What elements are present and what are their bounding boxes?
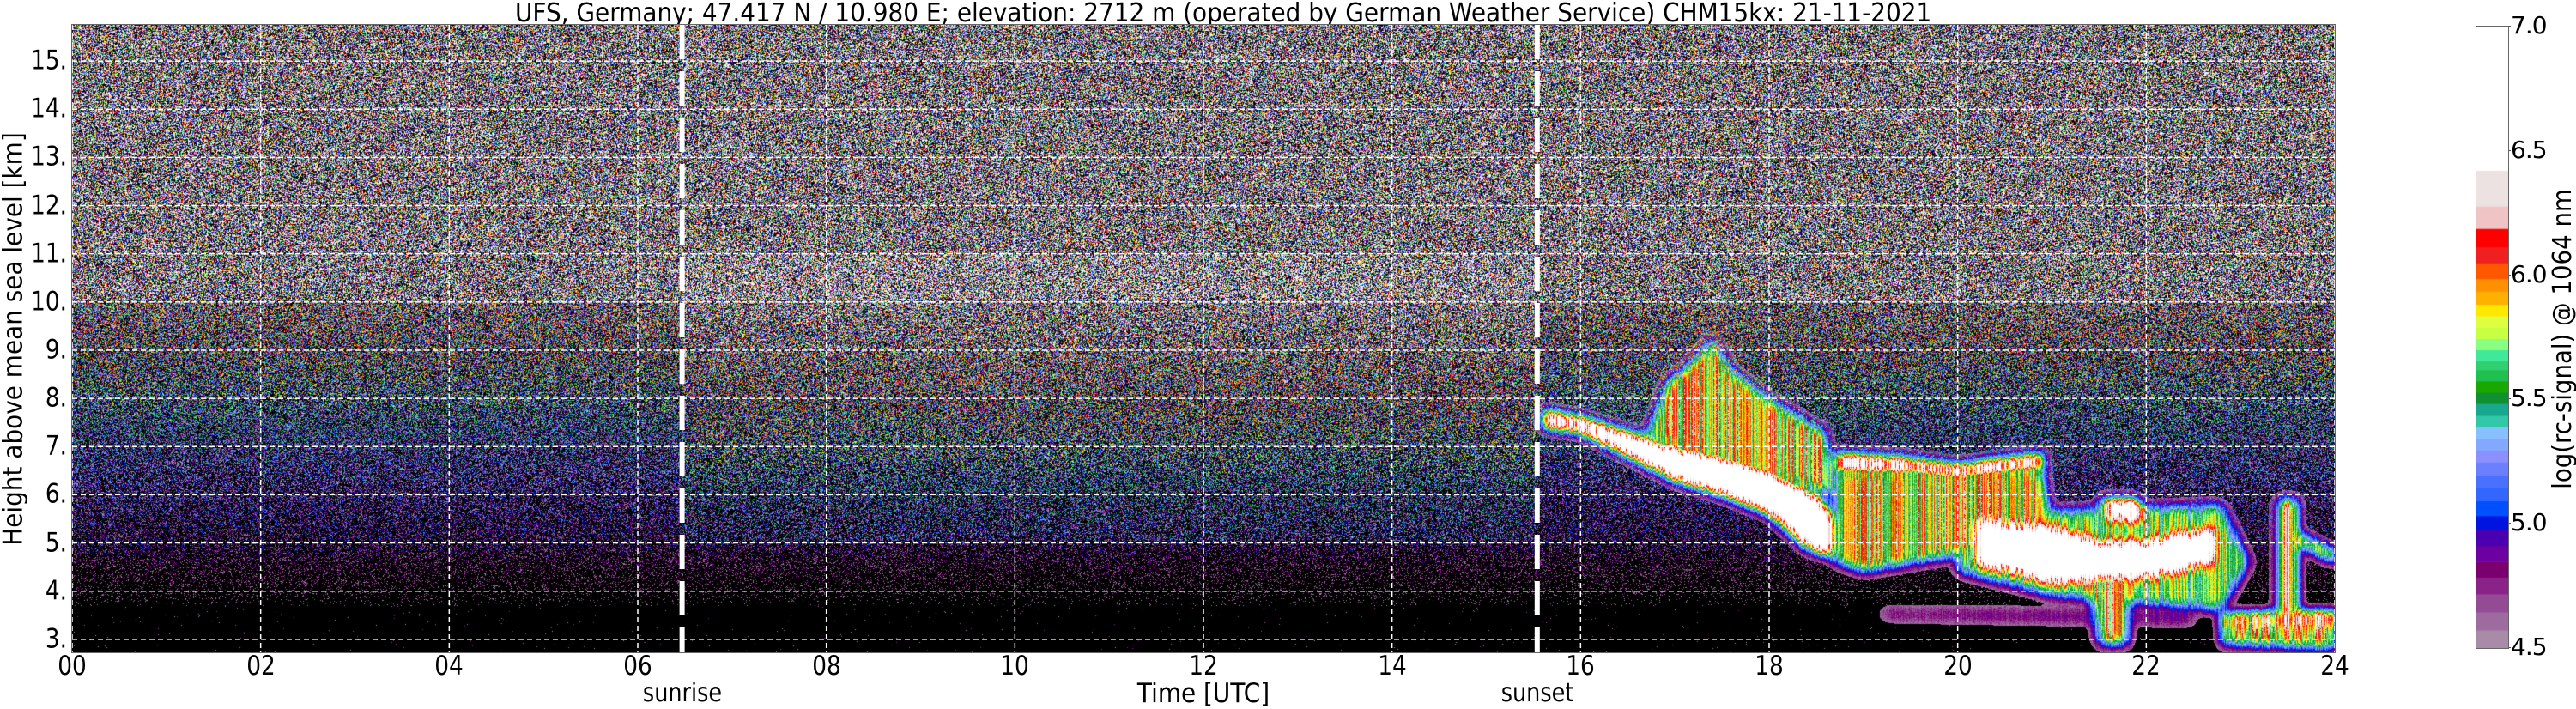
colorbar-tick-mark [2507, 523, 2511, 524]
y-tick-label: 4. [45, 575, 67, 607]
y-tick-label: 3. [45, 623, 67, 655]
y-tick-label: 8. [45, 382, 67, 414]
x-tick-label: 04 [434, 651, 464, 682]
x-tick-label: 00 [58, 651, 87, 682]
x-tick-label: 12 [1189, 651, 1218, 682]
x-tick-label: 10 [1000, 651, 1030, 682]
x-tick-label: 16 [1566, 651, 1596, 682]
y-tick-label: 5. [45, 527, 67, 559]
y-tick-label: 12. [31, 190, 67, 221]
x-tick-label: 14 [1377, 651, 1407, 682]
colorbar-tick-mark [2507, 26, 2511, 27]
y-axis-label: Height above mean sea level [km] [0, 132, 29, 546]
colorbar-tick-mark [2507, 149, 2511, 151]
colorbar-tick-label: 5.5 [2511, 384, 2548, 413]
y-tick-label: 6. [45, 478, 67, 510]
y-tick-label: 13. [31, 141, 67, 173]
x-tick-label: 18 [1755, 651, 1784, 682]
colorbar-tick-label: 6.0 [2511, 259, 2548, 288]
colorbar-gradient [2476, 27, 2508, 648]
y-tick-label: 10. [31, 286, 67, 318]
y-tick-label: 9. [45, 334, 67, 366]
plot-area [72, 25, 2335, 652]
x-tick-label: 08 [811, 651, 841, 682]
chart-title: UFS, Germany; 47.417 N / 10.980 E; eleva… [515, 0, 1932, 28]
x-tick-label: 22 [2131, 651, 2161, 682]
colorbar-tick-label: 6.5 [2511, 135, 2548, 164]
y-tick-label: 15. [31, 45, 67, 76]
colorbar-tick-label: 4.5 [2511, 633, 2548, 661]
colorbar-tick-mark [2507, 398, 2511, 400]
sunrise-label: sunrise [642, 678, 722, 708]
x-tick-label: 02 [245, 651, 276, 682]
sunset-label: sunset [1500, 678, 1574, 708]
colorbar-tick-label: 5.0 [2511, 508, 2548, 537]
x-tick-label: 06 [623, 651, 652, 682]
x-tick-label: 20 [1943, 651, 1973, 682]
y-tick-label: 11. [31, 238, 67, 270]
y-tick-label: 14. [31, 93, 67, 124]
grid-overlay [72, 25, 2335, 652]
colorbar [2476, 26, 2509, 649]
colorbar-tick-mark [2507, 274, 2511, 276]
colorbar-tick-label: 7.0 [2511, 11, 2548, 39]
colorbar-label: log(rc-signal) @ 1064 nm [2548, 189, 2576, 489]
x-tick-label: 24 [2320, 651, 2349, 682]
colorbar-tick-mark [2507, 647, 2511, 648]
x-axis-label: Time [UTC] [1136, 678, 1270, 709]
y-tick-label: 7. [45, 430, 67, 462]
